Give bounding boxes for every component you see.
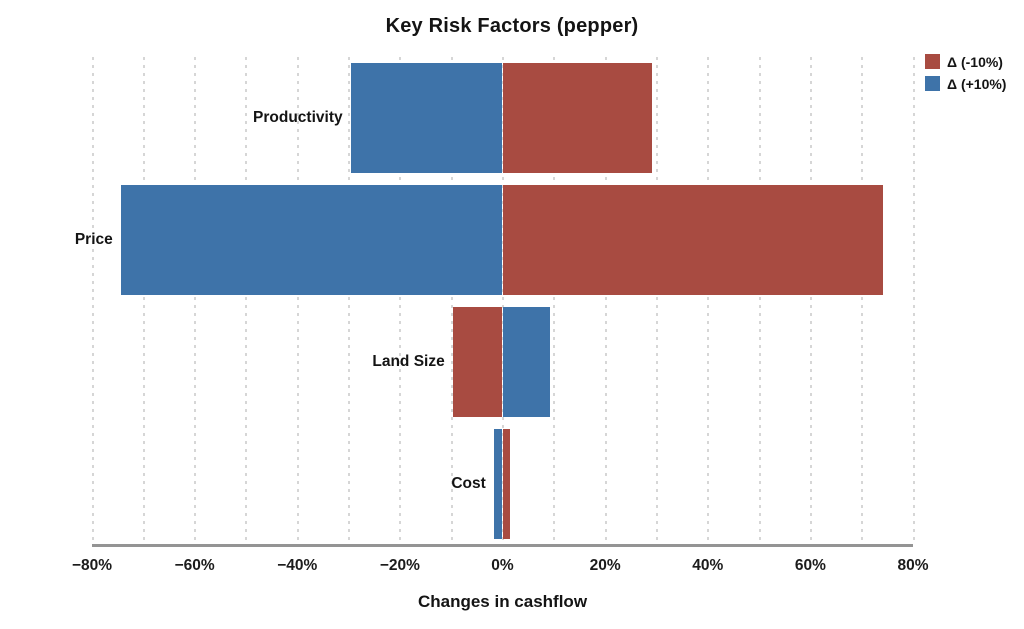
gridline <box>707 57 710 545</box>
category-label: Land Size <box>372 353 445 370</box>
bar-segment-land-size <box>502 307 550 417</box>
gridline <box>912 57 915 545</box>
gridline <box>450 57 453 545</box>
x-tick-label: 40% <box>692 557 724 574</box>
gridline <box>194 57 197 545</box>
gridline <box>758 57 761 545</box>
bar-segment-price <box>120 185 503 295</box>
bar-segment-land-size <box>452 307 503 417</box>
bar-segment-cost <box>493 429 503 539</box>
x-tick-label: 60% <box>794 557 826 574</box>
gridline <box>296 57 299 545</box>
category-label: Price <box>74 231 113 248</box>
legend-label: Δ (-10%) <box>947 53 1003 70</box>
x-tick-label: 0% <box>491 557 514 574</box>
gridline <box>399 57 402 545</box>
legend-swatch-red-icon <box>925 54 940 69</box>
legend-label: Δ (+10%) <box>947 75 1007 92</box>
bar-segment-productivity <box>502 63 653 173</box>
gridline <box>91 57 94 545</box>
x-axis-line <box>92 544 913 547</box>
x-axis-label: Changes in cashflow <box>417 592 588 611</box>
gridline <box>348 57 351 545</box>
chart-title: Key Risk Factors (pepper) <box>385 15 639 37</box>
category-label: Productivity <box>253 109 343 126</box>
x-tick-label: −40% <box>277 557 318 574</box>
gridline <box>861 57 864 545</box>
x-tick-label: −80% <box>71 557 113 574</box>
legend-item-delta-plus-10: Δ (+10%) <box>925 76 1006 91</box>
gridline <box>142 57 145 545</box>
bar-segment-cost <box>502 429 510 539</box>
gridline <box>245 57 248 545</box>
x-tick-label: −20% <box>379 557 420 574</box>
gridline <box>553 57 556 545</box>
gridline <box>809 57 812 545</box>
bar-segment-price <box>502 185 883 295</box>
legend: Δ (-10%) Δ (+10%) <box>925 54 1006 98</box>
legend-swatch-blue-icon <box>925 76 940 91</box>
gridline <box>502 57 504 545</box>
gridline <box>655 57 658 545</box>
x-tick-label: 80% <box>897 557 929 574</box>
legend-item-delta-minus-10: Δ (-10%) <box>925 54 1006 69</box>
category-label: Cost <box>451 475 486 492</box>
x-tick-label: −60% <box>174 557 215 574</box>
gridline <box>604 57 607 545</box>
bar-segment-productivity <box>350 63 503 173</box>
x-tick-label: 20% <box>589 557 621 574</box>
